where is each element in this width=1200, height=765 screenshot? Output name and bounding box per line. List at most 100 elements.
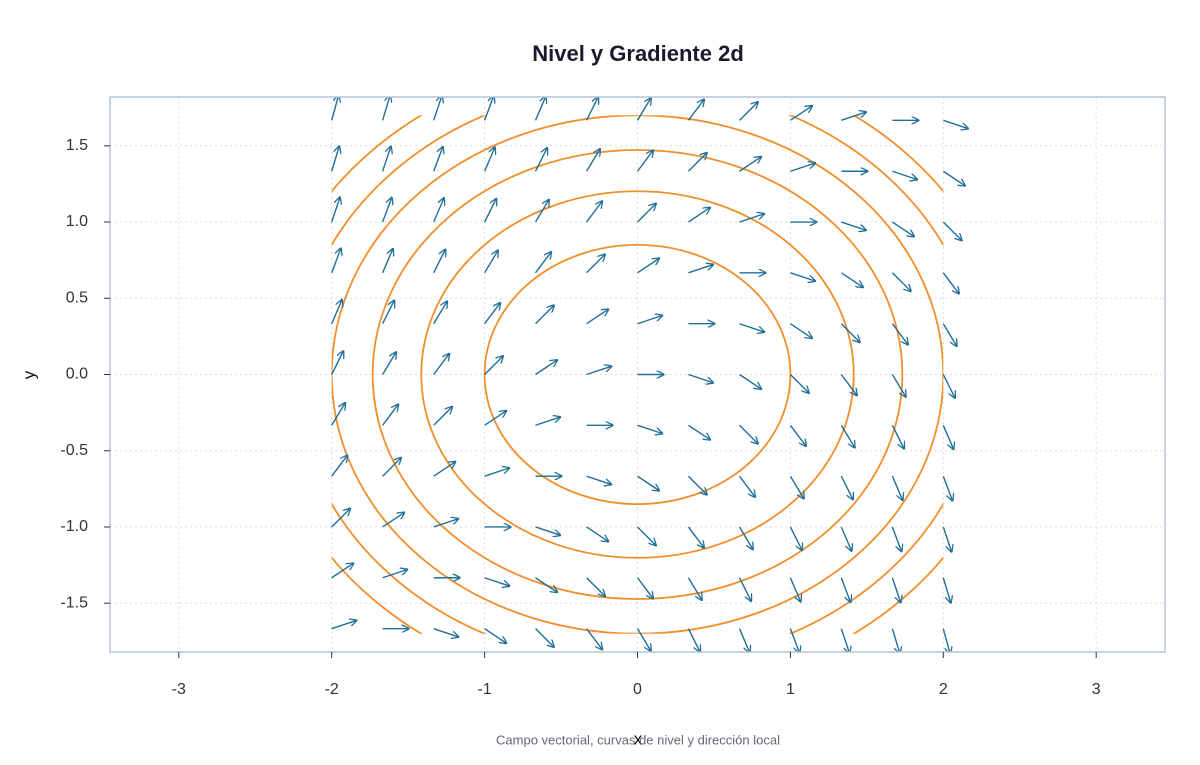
arrow xyxy=(687,577,701,600)
arrow xyxy=(738,526,752,549)
arrow xyxy=(331,620,357,630)
arrow xyxy=(942,577,950,603)
arrow xyxy=(586,577,605,596)
x-tick-label: 2 xyxy=(939,681,948,698)
arrow xyxy=(790,272,815,281)
arrow xyxy=(535,305,554,325)
arrow xyxy=(789,577,800,602)
arrow xyxy=(534,200,549,223)
arrow xyxy=(789,475,803,498)
arrow xyxy=(738,577,751,601)
arrow xyxy=(942,526,951,552)
arrow xyxy=(891,475,902,500)
arrow xyxy=(942,374,955,398)
arrow xyxy=(484,251,498,274)
arrow xyxy=(891,374,905,397)
arrow xyxy=(483,97,494,121)
arrow xyxy=(687,153,706,172)
arrow xyxy=(382,570,408,579)
arrow xyxy=(331,197,340,223)
arrow xyxy=(534,97,546,121)
arrow xyxy=(637,316,663,325)
arrow xyxy=(790,323,812,338)
arrow xyxy=(586,475,612,484)
x-tick-label: 0 xyxy=(633,681,642,698)
arrow xyxy=(586,628,603,650)
arrow xyxy=(535,577,558,592)
arrow xyxy=(586,309,609,325)
arrow xyxy=(637,204,656,223)
x-axis-label: x xyxy=(634,729,643,748)
y-tick-label: 0.0 xyxy=(66,366,88,383)
arrow xyxy=(535,628,554,647)
x-tick-label: 3 xyxy=(1092,681,1101,698)
arrow xyxy=(636,150,654,172)
arrow xyxy=(535,417,561,426)
arrow xyxy=(738,475,755,497)
arrow xyxy=(586,201,603,223)
y-axis-label: y xyxy=(19,370,38,379)
arrow xyxy=(331,403,345,426)
x-tick-label: -3 xyxy=(172,681,186,698)
arrow xyxy=(331,509,350,528)
arrow xyxy=(891,628,899,652)
contour-line xyxy=(331,115,944,634)
arrow xyxy=(484,303,501,325)
arrow xyxy=(942,221,961,240)
arrow xyxy=(483,147,495,172)
arrow xyxy=(841,221,866,230)
arrow xyxy=(484,411,507,426)
arrow xyxy=(790,163,815,172)
x-tick-label: 1 xyxy=(786,681,795,698)
arrow xyxy=(381,249,393,274)
arrow xyxy=(433,407,452,426)
arrow xyxy=(840,323,859,342)
arrow xyxy=(484,468,510,477)
arrow xyxy=(382,458,401,477)
arrow xyxy=(687,475,706,494)
y-tick-label: 0.5 xyxy=(66,289,88,306)
arrow xyxy=(637,526,656,545)
y-tick-label: -1.0 xyxy=(60,518,88,535)
arrow xyxy=(891,526,901,551)
arrow xyxy=(789,374,808,393)
arrow xyxy=(637,258,660,274)
arrow xyxy=(585,149,600,172)
arrow xyxy=(636,628,651,651)
arrow xyxy=(433,198,444,223)
contour-line xyxy=(420,190,855,559)
arrow xyxy=(637,475,660,490)
arrow xyxy=(585,97,599,121)
arrow xyxy=(331,300,342,325)
arrow xyxy=(534,252,552,274)
arrow xyxy=(790,106,812,121)
arrow xyxy=(331,351,344,375)
arrow xyxy=(840,628,849,652)
arrow xyxy=(433,147,443,172)
arrow xyxy=(840,475,853,499)
arrow xyxy=(381,198,392,223)
arrow xyxy=(891,577,900,603)
arrow xyxy=(942,628,950,652)
arrow xyxy=(789,526,802,550)
arrow xyxy=(739,214,764,223)
arrow xyxy=(738,102,757,121)
y-tick-label: 1.5 xyxy=(66,137,88,154)
arrow xyxy=(942,323,956,346)
chart-title: Nivel y Gradiente 2d xyxy=(532,41,744,66)
arrow xyxy=(942,475,952,500)
arrow xyxy=(433,519,459,528)
arrow xyxy=(688,424,710,439)
arrow xyxy=(433,250,446,274)
arrow xyxy=(942,424,953,449)
arrow xyxy=(738,628,749,652)
arrow xyxy=(484,577,510,586)
y-tick-label: -0.5 xyxy=(60,442,88,459)
arrow xyxy=(840,526,851,551)
contour-line xyxy=(371,149,904,600)
x-tick-label: -1 xyxy=(477,681,491,698)
arrow xyxy=(891,424,904,448)
arrow xyxy=(840,424,854,447)
arrow xyxy=(636,98,651,121)
arrow xyxy=(789,424,806,446)
